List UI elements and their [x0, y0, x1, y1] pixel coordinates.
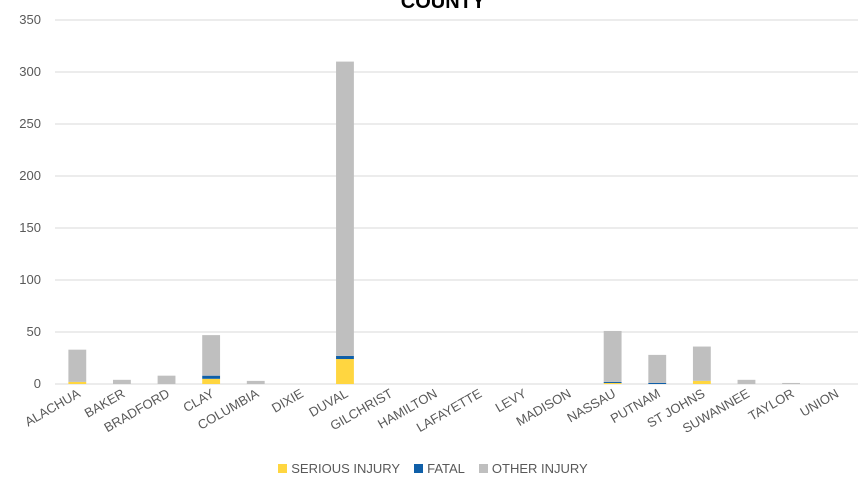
- y-tick-label: 250: [19, 116, 41, 131]
- y-tick-label: 0: [34, 376, 41, 391]
- bar-segment-fatal: [603, 381, 622, 383]
- bar-segment-other-injury: [737, 379, 756, 384]
- bar-segment-other-injury: [782, 382, 801, 384]
- x-category-label: DIXIE: [269, 385, 306, 415]
- bar-segment-serious-injury: [692, 380, 711, 384]
- y-tick-label: 100: [19, 272, 41, 287]
- bar-segment-other-injury: [246, 380, 265, 384]
- fatal-swatch: [414, 463, 424, 473]
- x-category-label: NASSAU: [564, 386, 618, 426]
- bar-segment-other-injury: [692, 346, 711, 381]
- bar-segment-fatal: [648, 382, 667, 384]
- gridlines: [55, 19, 858, 385]
- bar-segment-other-injury: [603, 330, 622, 382]
- bar-segment-serious-injury: [603, 382, 622, 384]
- y-axis-tick-labels: 0 50 100 150 200 250 300 350: [19, 12, 41, 391]
- chart-title: COUNTY: [401, 0, 486, 13]
- bar-segment-fatal: [336, 355, 354, 360]
- bar-segment-other-injury: [157, 375, 176, 384]
- bar-segment-other-injury: [336, 61, 354, 356]
- legend-item-other-injury: OTHER INJURY: [478, 460, 588, 476]
- legend-label-fatal: FATAL: [427, 460, 465, 476]
- serious-injury-swatch: [278, 463, 288, 473]
- bar-segment-serious-injury: [202, 378, 221, 384]
- x-category-label: ALACHUA: [22, 385, 83, 429]
- bars: [68, 61, 801, 384]
- y-tick-label: 50: [27, 324, 41, 339]
- bar-segment-serious-injury: [68, 381, 87, 384]
- legend-item-fatal: FATAL: [414, 461, 465, 476]
- bar-segment-other-injury: [68, 349, 87, 382]
- bar-segment-other-injury: [112, 379, 131, 384]
- y-tick-label: 150: [19, 220, 41, 235]
- y-tick-label: 350: [19, 12, 41, 27]
- other-injury-swatch: [478, 463, 488, 473]
- y-tick-label: 300: [19, 64, 41, 79]
- x-category-label: TAYLOR: [746, 386, 797, 424]
- bar-segment-serious-injury: [336, 359, 354, 384]
- legend-label-serious-injury: SERIOUS INJURY: [291, 460, 401, 476]
- y-tick-label: 200: [19, 168, 41, 183]
- legend-label-other-injury: OTHER INJURY: [491, 460, 588, 476]
- bar-segment-other-injury: [648, 354, 667, 383]
- x-category-label: UNION: [797, 386, 841, 420]
- legend: SERIOUS INJURY FATAL OTHER INJURY: [0, 459, 866, 477]
- bar-segment-other-injury: [202, 335, 221, 376]
- bar-segment-fatal: [202, 375, 221, 379]
- legend-item-serious-injury: SERIOUS INJURY: [278, 461, 400, 476]
